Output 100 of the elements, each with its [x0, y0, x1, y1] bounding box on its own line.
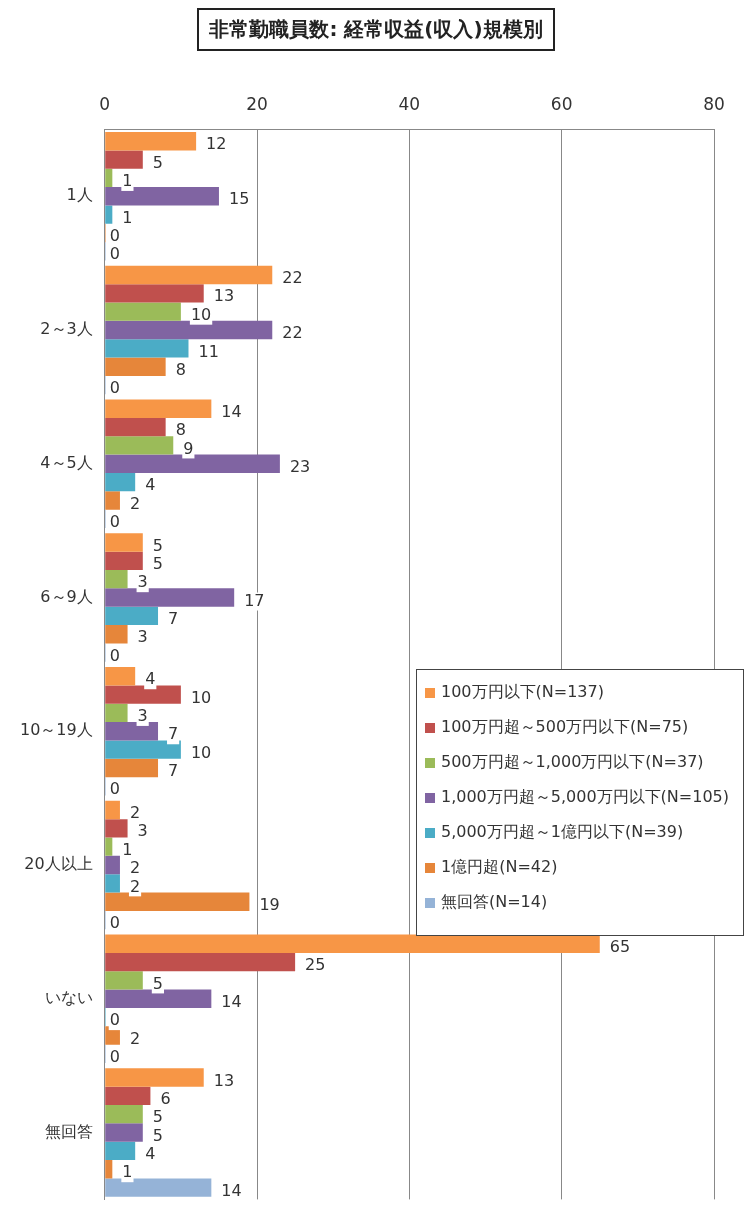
bar: [105, 837, 113, 856]
bar: [105, 625, 128, 644]
data-label: 5: [152, 1107, 163, 1127]
bar: [105, 150, 143, 169]
data-label: 0: [109, 779, 120, 799]
data-label: 12: [206, 134, 227, 154]
data-label: 14: [221, 1180, 242, 1200]
data-label: 14: [221, 401, 242, 421]
y-tick-label: 4～5人: [40, 452, 93, 472]
bar: [105, 819, 128, 838]
bar: [105, 417, 166, 437]
x-tick-label: 40: [398, 93, 421, 114]
data-label: 2: [129, 493, 141, 513]
data-label: 1: [122, 1162, 133, 1182]
bar: [105, 132, 197, 151]
x-tick-label: 80: [703, 93, 725, 114]
y-tick-label: 10～19人: [20, 720, 93, 740]
bar: [105, 685, 181, 704]
data-label: 22: [282, 323, 303, 343]
data-label: 6: [160, 1089, 171, 1108]
legend-label: 1,000万円超～5,000万円以下(N=105): [440, 787, 729, 808]
data-label: 19: [259, 894, 280, 914]
bar: [105, 855, 120, 875]
x-tick-label: 0: [99, 93, 111, 114]
bar: [105, 892, 250, 911]
bar: [105, 703, 128, 723]
bar: [105, 800, 120, 820]
legend-label: 500万円超～1,000万円以下(N=37): [440, 752, 704, 773]
data-label: 3: [137, 706, 148, 726]
data-label: 13: [213, 286, 235, 306]
y-tick-label: いない: [44, 987, 93, 1007]
data-label: 0: [109, 511, 120, 531]
legend-label: 5,000万円超～1億円以下(N=39): [440, 822, 684, 843]
data-label: 5: [152, 554, 163, 573]
data-label: 8: [175, 359, 186, 379]
data-label: 10: [190, 687, 212, 707]
bar: [105, 1141, 136, 1161]
data-label: 5: [152, 152, 163, 172]
bar: [105, 740, 181, 759]
data-label: 8: [175, 420, 186, 440]
data-label: 2: [129, 858, 141, 878]
bar: [105, 436, 174, 455]
y-tick-label: 20人以上: [24, 854, 93, 874]
data-label: 0: [109, 1010, 120, 1030]
data-label: 4: [145, 1144, 156, 1164]
bar: [105, 551, 143, 571]
data-label: 2: [129, 1028, 141, 1048]
data-label: 0: [109, 226, 120, 246]
bar: [105, 454, 280, 473]
data-label: 1: [122, 207, 133, 227]
data-label: 3: [137, 821, 148, 841]
bar: [105, 1160, 113, 1179]
data-label: 3: [137, 627, 148, 647]
legend-label: 無回答(N=14): [440, 892, 548, 913]
bar: [105, 339, 189, 358]
bar: [105, 533, 143, 552]
data-label: 0: [109, 645, 120, 665]
data-label: 9: [183, 438, 194, 458]
bar: [105, 570, 128, 589]
bar: [105, 1178, 212, 1197]
chart-title: 非常勤職員数: 経常収益(収入)規模別: [197, 8, 555, 51]
data-label: 5: [152, 1125, 163, 1145]
y-tick-label: 無回答: [44, 1121, 93, 1141]
bar: [105, 1105, 143, 1124]
data-label: 0: [109, 244, 120, 264]
y-tick-label: 1人: [66, 185, 93, 205]
bar: [105, 758, 159, 778]
data-label: 65: [609, 936, 631, 956]
bar: [105, 606, 159, 626]
bar: [105, 989, 212, 1008]
data-label: 13: [213, 1070, 235, 1090]
data-label: 5: [152, 535, 163, 555]
data-label: 2: [129, 876, 141, 896]
legend-label: 1億円超(N=42): [440, 857, 558, 878]
y-tick-label: 2～3人: [40, 319, 93, 339]
data-label: 0: [109, 378, 120, 398]
data-label: 15: [228, 189, 250, 209]
bar: [105, 934, 600, 953]
data-label: 10: [190, 742, 212, 762]
bar: [105, 874, 120, 893]
bar: [105, 168, 113, 188]
data-label: 1: [122, 171, 133, 191]
bar: [105, 187, 219, 206]
data-label: 25: [305, 955, 326, 975]
bar: [105, 1123, 143, 1142]
bar: [105, 399, 212, 418]
data-label: 5: [152, 973, 163, 993]
data-label: 2: [129, 803, 141, 823]
data-label: 22: [282, 268, 303, 288]
bar: [105, 667, 136, 686]
bar: [105, 265, 273, 285]
data-label: 4: [145, 475, 156, 495]
data-label: 4: [145, 669, 156, 689]
x-tick-label: 20: [246, 93, 268, 114]
bar: [105, 722, 159, 741]
bar: [105, 205, 113, 224]
bar: [105, 588, 235, 607]
data-label: 17: [244, 590, 265, 610]
bar: [105, 357, 166, 376]
data-label: 10: [190, 304, 212, 324]
